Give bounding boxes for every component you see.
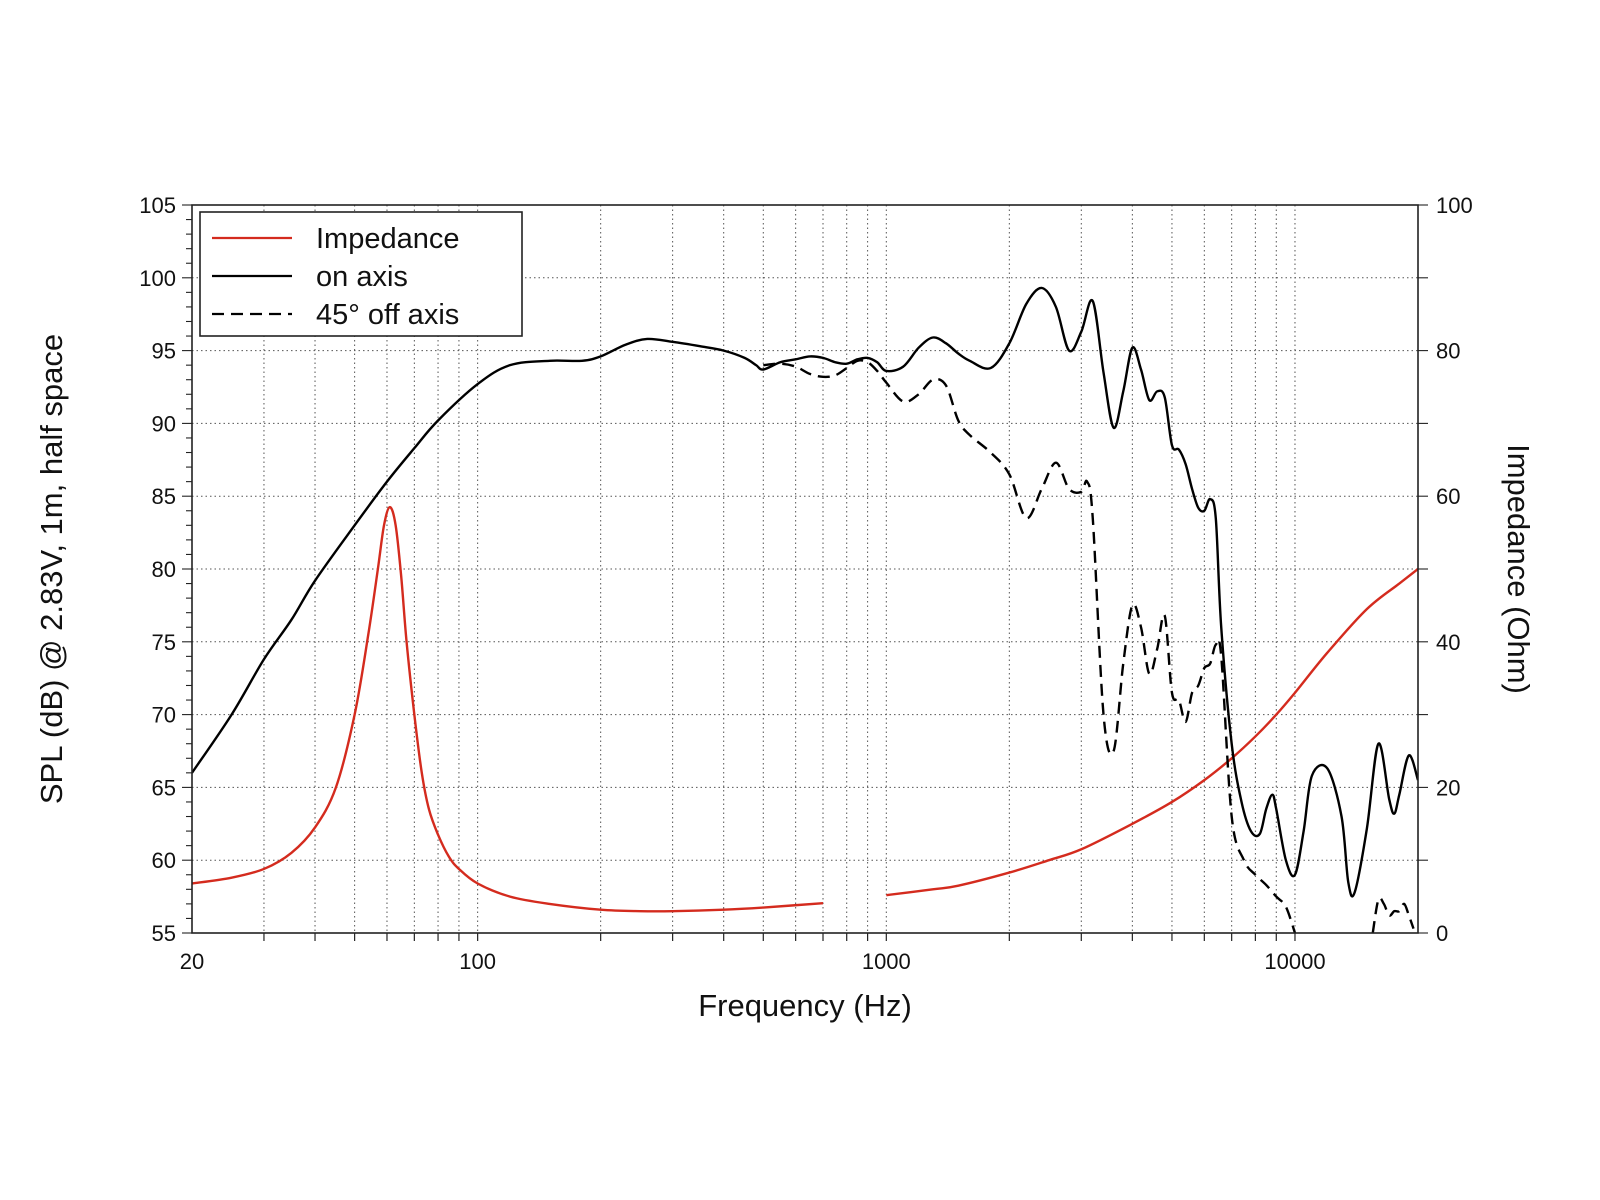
series-lines (192, 286, 1418, 933)
legend-label-off-axis: 45° off axis (316, 299, 459, 331)
on-axis-line (192, 286, 1418, 898)
y-axis-title: SPL (dB) @ 2.83V, 1m, half space (34, 334, 69, 804)
y-tick-label: 65 (152, 775, 176, 800)
y-tick-label: 55 (152, 921, 176, 946)
x-tick-label: 100 (459, 949, 496, 974)
y-tick-label: 90 (152, 411, 176, 436)
minor-ticks (182, 204, 1428, 941)
x-tick-label: 1000 (862, 949, 911, 974)
off-axis-45-line (763, 359, 1297, 933)
y-tick-label: 75 (152, 630, 176, 655)
y2-tick-label: 60 (1436, 484, 1460, 509)
y-tick-label: 105 (139, 193, 176, 218)
y-tick-label: 100 (139, 266, 176, 291)
y2-tick-label: 40 (1436, 630, 1460, 655)
y-tick-label: 80 (152, 557, 176, 582)
legend: Impedance on axis 45° off axis (199, 211, 523, 337)
legend-label-impedance: Impedance (316, 223, 460, 255)
y-tick-label: 95 (152, 339, 176, 364)
y-tick-label: 85 (152, 484, 176, 509)
y2-tick-label: 0 (1436, 921, 1448, 946)
y2-tick-label: 20 (1436, 775, 1460, 800)
x-tick-label: 10000 (1264, 949, 1325, 974)
tick-labels: 20 100 1000 10000 55 60 65 70 75 80 85 90 95 100 105 0 2… (139, 193, 1472, 974)
grid (192, 205, 1418, 933)
impedance-line (886, 568, 1418, 897)
legend-box (199, 211, 523, 337)
y-tick-label: 70 (152, 703, 176, 728)
off-axis-45-line (1371, 896, 1415, 933)
y2-tick-label: 100 (1436, 193, 1473, 218)
x-axis-title: Frequency (Hz) (698, 988, 912, 1023)
plot-frame (191, 204, 1419, 934)
y2-axis-title: Impedance (Ohm) (1501, 444, 1536, 694)
x-tick-label: 20 (180, 949, 204, 974)
y2-tick-label: 80 (1436, 339, 1460, 364)
y-tick-label: 60 (152, 848, 176, 873)
impedance-line (192, 505, 824, 913)
legend-label-on-axis: on axis (316, 261, 408, 293)
